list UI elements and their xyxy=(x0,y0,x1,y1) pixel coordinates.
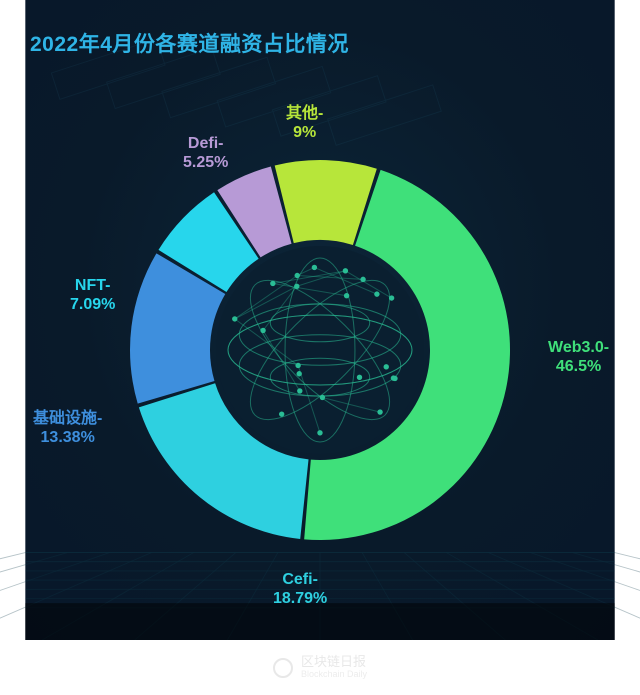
label-其他: 其他-9% xyxy=(286,104,323,142)
label-Web3.0: Web3.0-46.5% xyxy=(548,338,609,376)
page: 2022年4月份各赛道融资占比情况 Web3.0-46.5%Cefi-18.79… xyxy=(0,0,640,695)
footer-cn: 区块链日报 xyxy=(301,655,367,669)
footer-text: 区块链日报 Blockchain Daily xyxy=(301,655,367,679)
footer-logo-icon xyxy=(273,658,293,678)
footer: 区块链日报 Blockchain Daily xyxy=(0,640,640,695)
label-NFT: NFT-7.09% xyxy=(70,276,115,314)
footer-en: Blockchain Daily xyxy=(301,670,367,680)
label-Defi: Defi-5.25% xyxy=(183,134,228,172)
donut-chart xyxy=(0,0,640,640)
label-Cefi: Cefi-18.79% xyxy=(273,570,327,608)
label-基础设施: 基础设施-13.38% xyxy=(33,409,102,447)
